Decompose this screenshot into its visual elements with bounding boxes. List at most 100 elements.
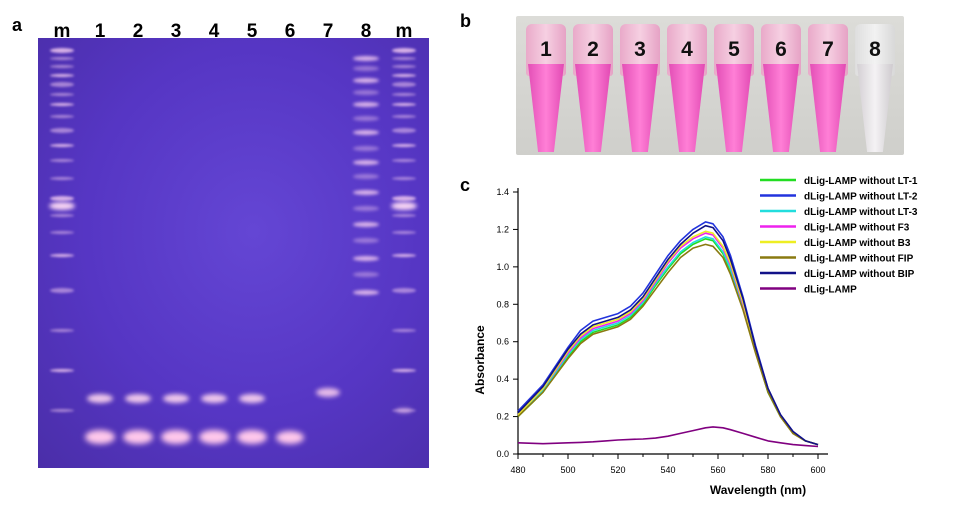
gel-band: [239, 393, 265, 403]
gel-band: [353, 289, 379, 295]
y-tick-label: 0.4: [496, 374, 509, 384]
gel-band: [87, 393, 113, 403]
legend-label: dLig-LAMP without FIP: [804, 254, 914, 265]
chart-x-axis-label: Wavelength (nm): [710, 483, 806, 497]
series-line: [517, 243, 819, 446]
gel-band: [392, 143, 416, 147]
gel-band: [50, 158, 74, 162]
gel-band: [161, 430, 191, 444]
gel-band: [353, 145, 379, 151]
gel-band: [50, 92, 74, 96]
gel-band: [353, 159, 379, 165]
gel-band: [125, 393, 151, 403]
x-tick-label: 520: [610, 465, 625, 475]
legend-label: dLig-LAMP: [804, 285, 857, 296]
gel-band: [163, 393, 189, 403]
gel-band: [50, 47, 74, 53]
series-line: [517, 238, 819, 446]
gel-band: [392, 213, 416, 217]
gel-band: [316, 387, 340, 397]
y-tick-label: 1.2: [496, 224, 509, 234]
gel-lane-label: 1: [94, 21, 106, 42]
legend-label: dLig-LAMP without BIP: [804, 269, 915, 280]
legend-label: dLig-LAMP without LT-2: [804, 192, 918, 203]
gel-band: [392, 287, 416, 293]
tube-number-label: 5: [728, 38, 740, 61]
tube-number-label: 1: [540, 38, 552, 61]
tube-solution: [716, 64, 752, 152]
x-tick-label: 500: [560, 465, 575, 475]
gel-band: [392, 102, 416, 106]
reaction-tube: 3: [618, 24, 662, 152]
gel-band: [237, 430, 267, 444]
y-tick-label: 0.8: [496, 299, 509, 309]
gel-band: [50, 127, 74, 133]
gel-band: [353, 115, 379, 121]
tube-solution: [857, 64, 893, 152]
legend-label: dLig-LAMP without F3: [804, 223, 910, 234]
gel-band: [50, 102, 74, 106]
tube-number-label: 7: [822, 38, 834, 61]
gel-band: [50, 73, 74, 77]
gel-band: [353, 173, 379, 179]
series-line: [517, 236, 819, 446]
chart-series-lines: [517, 221, 819, 448]
x-tick-label: 580: [760, 465, 775, 475]
tube-photo: 1 2 3 4 5 6 7 8: [516, 16, 904, 155]
gel-band: [392, 253, 416, 257]
gel-band: [49, 202, 75, 210]
gel-band: [392, 56, 416, 60]
gel-band: [392, 81, 416, 87]
gel-band: [353, 101, 379, 107]
gel-lane-label: 6: [284, 21, 296, 42]
gel-band: [50, 81, 74, 87]
legend-label: dLig-LAMP without B3: [804, 238, 911, 249]
tube-number-label: 8: [869, 38, 881, 61]
panel-c-label: c: [460, 175, 471, 195]
reaction-tube: 2: [571, 24, 615, 152]
series-line: [517, 232, 819, 446]
tube-number-label: 2: [587, 38, 599, 61]
tube-solution: [528, 64, 564, 152]
absorbance-chart: 480 500 520 540 560 580 600 0.0 0.2 0.4 0.6 0.8 1.0 1…: [473, 176, 918, 497]
reaction-tube: 1: [524, 24, 568, 152]
gel-band: [353, 237, 379, 243]
gel-band: [353, 255, 379, 261]
gel-band: [392, 47, 416, 53]
reaction-tube: 5: [712, 24, 756, 152]
gel-band: [50, 64, 74, 68]
gel-band: [392, 127, 416, 133]
gel-band: [50, 253, 74, 257]
tube-solution: [622, 64, 658, 152]
gel-band: [353, 89, 379, 95]
gel-band: [123, 430, 153, 444]
gel-lane-label: 4: [208, 21, 220, 42]
gel-band: [391, 202, 417, 210]
y-tick-label: 1.0: [496, 262, 509, 272]
gel-band: [201, 393, 227, 403]
gel-band: [353, 271, 379, 277]
gel-band: [392, 368, 416, 372]
gel-band: [353, 65, 379, 71]
gel-lane-label: 2: [132, 21, 144, 42]
gel-lane-label: 8: [360, 21, 372, 42]
gel-band: [353, 129, 379, 135]
tube-number-label: 3: [634, 38, 646, 61]
tube-number-label: 6: [775, 38, 787, 61]
tube-solution: [575, 64, 611, 152]
gel-band: [392, 195, 416, 201]
reaction-tube: 8: [853, 24, 897, 152]
gel-image: [38, 38, 429, 468]
gel-band: [392, 73, 416, 77]
panel-a-label: a: [12, 15, 23, 35]
tube-solution: [763, 64, 799, 152]
gel-band: [392, 64, 416, 68]
gel-lane-label: m: [395, 21, 413, 42]
y-tick-label: 0.0: [496, 449, 509, 459]
series-line: [517, 224, 819, 446]
gel-band: [276, 430, 304, 444]
chart-axes: 480 500 520 540 560 580 600 0.0 0.2 0.4 0.6 0.8 1.0 1…: [496, 187, 828, 475]
gel-band: [50, 408, 74, 412]
gel-band: [353, 77, 379, 83]
reaction-tube: 6: [759, 24, 803, 152]
